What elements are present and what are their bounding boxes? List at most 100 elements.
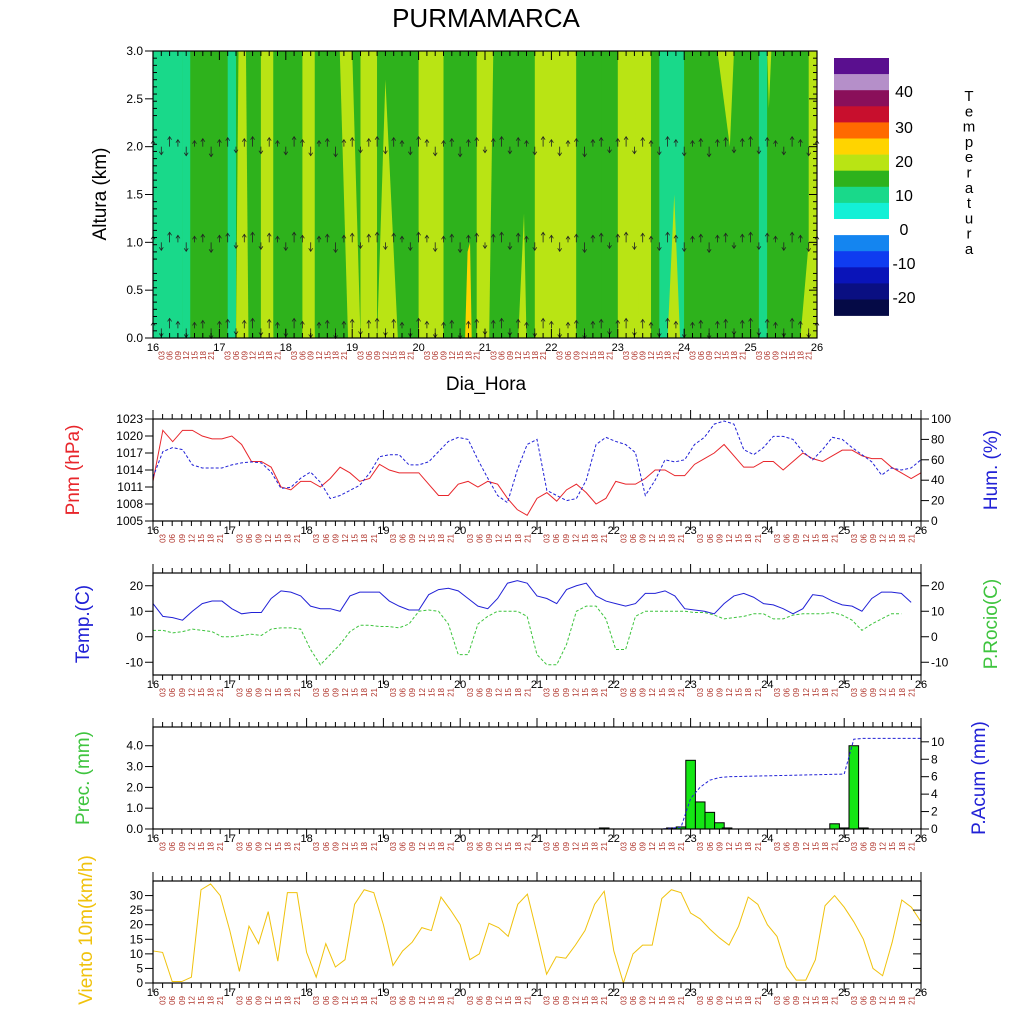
- hour-label: 03: [543, 841, 552, 850]
- hour-label: 09: [869, 533, 878, 542]
- hour-label: 15: [655, 350, 664, 359]
- legend-title-char: T: [964, 88, 973, 105]
- hour-label: 09: [255, 995, 264, 1004]
- hour-label: 21: [754, 533, 763, 542]
- y-tick-label: 2: [931, 805, 938, 819]
- wind-arrow-head: [598, 232, 604, 237]
- wind-arrow-head: [673, 138, 679, 143]
- wind-arrow-head: [432, 152, 438, 157]
- hour-label: 03: [773, 533, 782, 542]
- wind-arrow-head: [690, 139, 695, 144]
- wind-arrow-head: [681, 248, 687, 253]
- hour-label: 03: [466, 995, 475, 1004]
- y-tick-label: 40: [931, 473, 945, 487]
- day-label: 18: [280, 342, 292, 354]
- hour-label: 06: [706, 687, 715, 696]
- hour-label: 18: [207, 533, 216, 542]
- hour-label: 12: [648, 687, 657, 696]
- wind-arrow-head: [690, 235, 695, 240]
- y-tick-label: 1023: [116, 412, 143, 426]
- hour-label: 18: [437, 533, 446, 542]
- y-tick-label: 10: [130, 947, 144, 961]
- wind-arrow-head: [441, 321, 446, 326]
- legend-swatch: [834, 122, 889, 139]
- hour-label: 12: [264, 687, 273, 696]
- temperature-column: [617, 51, 651, 338]
- hour-label: 21: [293, 995, 302, 1004]
- y-axis-label-left: Temp.(C): [73, 585, 94, 663]
- wind-arrow-head: [499, 231, 504, 236]
- day-label: 17: [213, 342, 225, 354]
- hour-label: 18: [265, 350, 274, 359]
- y-axis-label-right: P.Rocio(C): [981, 579, 1002, 669]
- wind-arrow-head: [598, 318, 604, 323]
- temperature-column: [526, 51, 535, 338]
- day-label: 20: [454, 679, 466, 691]
- y-tick-label: 4.0: [126, 739, 143, 753]
- hour-label: 12: [418, 841, 427, 850]
- legend-swatch: [834, 186, 889, 204]
- hour-label: 12: [315, 350, 324, 359]
- wind-arrow-head: [258, 150, 264, 155]
- wind-arrow-head: [366, 137, 372, 142]
- wind-arrow-head: [748, 231, 753, 236]
- hour-label: 15: [788, 350, 797, 359]
- wind-arrow-head: [640, 318, 646, 323]
- hour-label: 03: [619, 841, 628, 850]
- hour-label: 03: [619, 533, 628, 542]
- day-label: 19: [377, 987, 389, 999]
- wind-arrow-head: [715, 138, 720, 143]
- wind-arrow-head: [407, 151, 413, 156]
- wind-arrow-head: [275, 139, 280, 144]
- hour-label: 12: [448, 350, 457, 359]
- hour-label: 15: [888, 687, 897, 696]
- wind-arrow-head: [441, 235, 446, 240]
- temperature-contour: [236, 51, 249, 338]
- temperature-contour: [339, 51, 361, 338]
- hour-label: 21: [523, 687, 532, 696]
- hour-label: 03: [224, 350, 233, 359]
- wind-arrow-head: [615, 233, 621, 238]
- hour-label: 06: [431, 350, 440, 359]
- temperature-contour: [667, 194, 681, 338]
- hour-label: 15: [658, 687, 667, 696]
- wind-arrow-head: [764, 136, 770, 141]
- wind-arrow-head: [632, 246, 637, 251]
- day-label: 23: [684, 525, 696, 537]
- hour-label: 12: [495, 533, 504, 542]
- temperature-contour: [767, 51, 772, 109]
- hour-label: 21: [370, 533, 379, 542]
- hour-label: 18: [821, 533, 830, 542]
- wind-arrow-head: [764, 318, 770, 323]
- wind-arrow-head: [748, 317, 753, 322]
- wind-arrow-head: [399, 139, 405, 144]
- hour-label: 15: [888, 533, 897, 542]
- y-tick-label: 0.5: [126, 283, 143, 297]
- wind-arrow-head: [490, 137, 496, 142]
- wind-arrow-head: [416, 231, 421, 236]
- y-tick-label: 5: [136, 961, 143, 975]
- hour-label: 09: [562, 841, 571, 850]
- hour-label: 06: [859, 687, 868, 696]
- wind-arrow-head: [225, 136, 231, 141]
- hour-label: 12: [418, 687, 427, 696]
- hour-label: 03: [556, 350, 565, 359]
- day-label: 26: [915, 679, 927, 691]
- legend-title-char: r: [967, 165, 972, 182]
- hour-label: 18: [437, 995, 446, 1004]
- hour-label: 15: [427, 995, 436, 1004]
- temperature-column: [767, 51, 809, 338]
- wind-arrow-head: [449, 319, 455, 324]
- hour-label: 09: [869, 995, 878, 1004]
- hour-label: 06: [552, 533, 561, 542]
- hour-label: 21: [600, 841, 609, 850]
- hour-label: 06: [706, 995, 715, 1004]
- hour-label: 09: [408, 533, 417, 542]
- hour-label: 09: [639, 350, 648, 359]
- hour-label: 06: [859, 995, 868, 1004]
- temperature-column: [418, 51, 444, 338]
- hour-label: 09: [178, 687, 187, 696]
- wind-arrow-head: [582, 153, 587, 158]
- wind-arrow-head: [316, 235, 322, 240]
